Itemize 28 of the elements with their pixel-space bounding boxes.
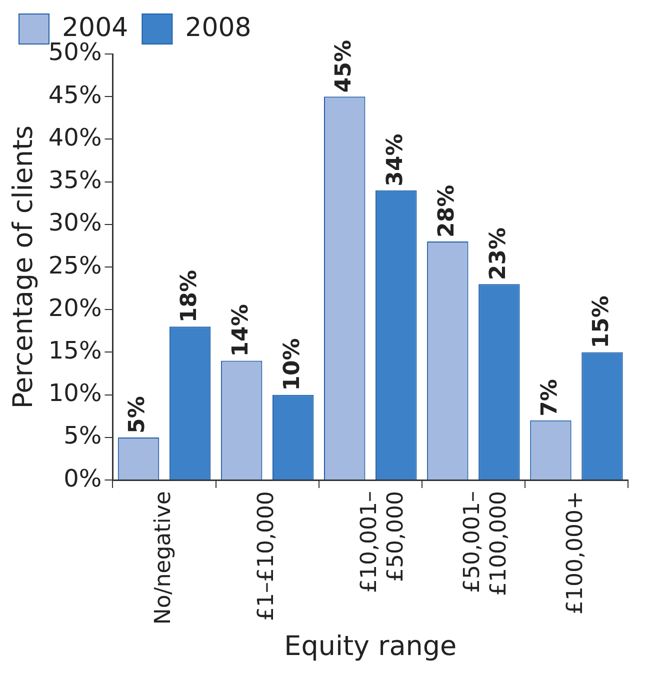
y-tick-label: 15% — [48, 336, 102, 364]
legend-label: 2008 — [185, 12, 252, 43]
y-tick-label: 0% — [64, 464, 102, 492]
y-tick-label: 10% — [48, 379, 102, 408]
y-tick-label: 25% — [48, 251, 102, 280]
text: 5% — [125, 396, 150, 434]
text: 28% — [434, 184, 460, 238]
y-axis-title: Percentage of clients — [8, 125, 40, 409]
x-tick-label: £1–£10,000 — [254, 491, 280, 622]
y-tick-label: 30% — [48, 208, 102, 237]
text: 7% — [537, 379, 562, 416]
text: 18% — [176, 270, 202, 323]
y-tick-label: 40% — [48, 123, 102, 152]
text: 10% — [280, 338, 305, 391]
x-tick-label: £10,001– £50,000 — [357, 491, 408, 594]
y-tick-label: 35% — [48, 166, 102, 194]
y-tick-label: 5% — [64, 422, 102, 450]
text: 23% — [486, 227, 511, 280]
y-tick-label: 20% — [48, 294, 102, 322]
text: 34% — [382, 134, 408, 186]
text: 45% — [331, 40, 356, 93]
text: 15% — [588, 296, 614, 348]
x-tick-label: £100,000+ — [563, 491, 588, 614]
text: 14% — [228, 304, 254, 357]
x-tick-label: No/negative — [150, 491, 176, 625]
x-tick-label: £50,001– £100,000 — [460, 491, 512, 596]
x-axis-title: Equity range — [284, 630, 457, 662]
y-tick-label: 45% — [48, 80, 102, 109]
